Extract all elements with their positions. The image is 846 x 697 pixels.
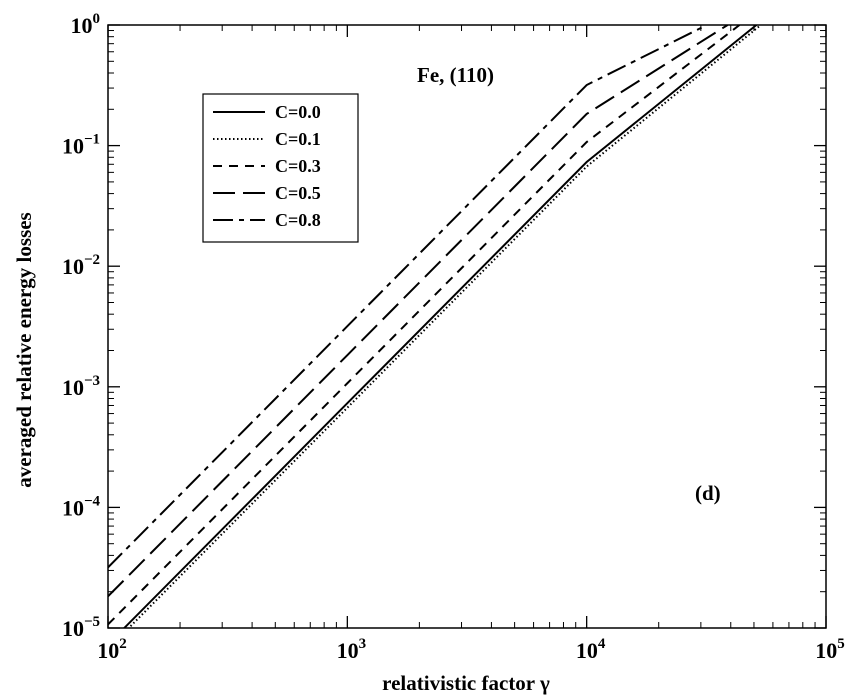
legend-label-3: C=0.5: [275, 183, 321, 203]
legend-label-0: C=0.0: [275, 102, 321, 122]
series-line-2: [108, 25, 741, 626]
x-axis-title: relativistic factor γ: [382, 671, 550, 695]
legend-box: [202, 93, 359, 243]
y-tick-label: 10−1: [62, 132, 100, 159]
legend-label-2: C=0.3: [275, 156, 321, 176]
series-line-4: [108, 25, 708, 569]
x-tick-label: 103: [337, 636, 367, 663]
series-line-3: [108, 25, 729, 598]
series-line-0: [122, 25, 758, 628]
y-tick-label: 100: [71, 11, 101, 38]
x-tick-label: 105: [815, 636, 845, 663]
legend: C=0.0 C=0.1 C=0.3 C=0.5 C=0.8: [202, 93, 359, 243]
y-tick-label: 10−2: [62, 252, 100, 279]
y-tick-label: 10−5: [62, 614, 100, 641]
plot-frame: [107, 24, 827, 629]
legend-label-1: C=0.1: [275, 129, 321, 149]
annotation-d: (d): [695, 481, 721, 505]
x-tick-label: 104: [576, 636, 606, 663]
y-tick-label: 10−4: [62, 493, 101, 520]
legend-label-4: C=0.8: [275, 210, 321, 230]
annotation-fe-110: Fe, (110): [417, 63, 494, 87]
y-axis-title: averaged relative energy losses: [12, 212, 36, 487]
y-tick-label: 10−3: [62, 373, 100, 400]
x-tick-label: 102: [97, 636, 127, 663]
